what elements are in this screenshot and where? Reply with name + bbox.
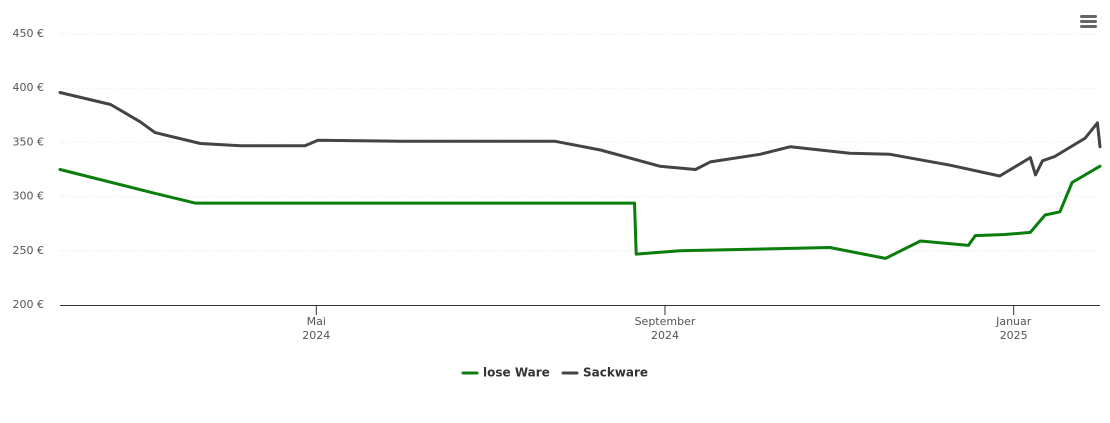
y-tick-label: 450 € xyxy=(13,27,45,40)
menu-bar xyxy=(1080,15,1097,18)
legend-label: lose Ware xyxy=(483,366,550,380)
series-line xyxy=(58,91,1102,178)
menu-bar xyxy=(1080,25,1097,28)
x-tick-label: Januar xyxy=(995,315,1032,328)
y-tick-label: 200 € xyxy=(13,298,45,311)
legend-item[interactable]: Sackware xyxy=(561,366,648,380)
x-tick-year: 2025 xyxy=(1000,329,1028,342)
y-tick-label: 300 € xyxy=(13,190,45,203)
y-tick-label: 350 € xyxy=(13,135,45,148)
x-tick-year: 2024 xyxy=(302,329,330,342)
legend: lose Ware Sackware xyxy=(461,366,648,380)
x-tick-label: Mai xyxy=(307,315,326,328)
legend-item[interactable]: lose Ware xyxy=(461,366,550,380)
x-tick-label: September xyxy=(635,315,696,328)
menu-bar xyxy=(1080,20,1097,23)
x-tick-year: 2024 xyxy=(651,329,679,342)
menu-button[interactable] xyxy=(1080,15,1097,28)
y-tick-label: 250 € xyxy=(13,244,45,257)
series-line xyxy=(58,164,1102,260)
legend-label: Sackware xyxy=(583,366,648,380)
y-tick-label: 400 € xyxy=(13,81,45,94)
